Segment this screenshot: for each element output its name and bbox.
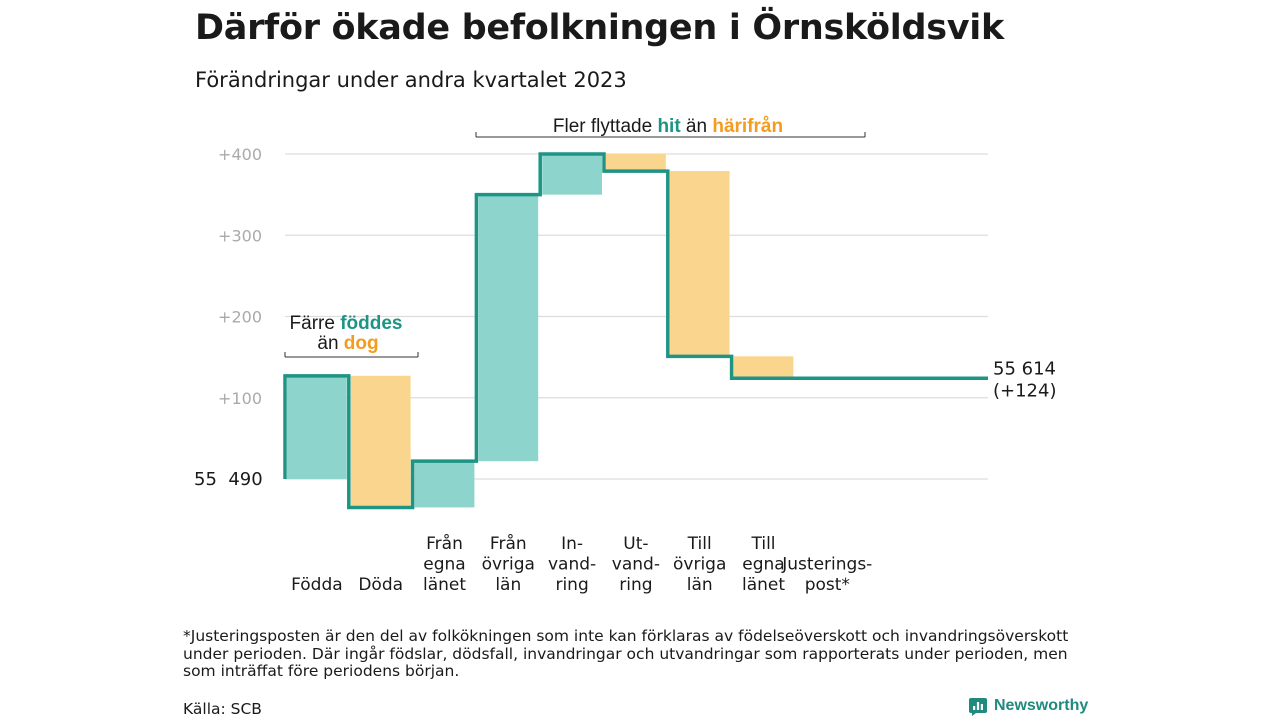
chart-title: Därför ökade befolkningen i Örnsköldsvik <box>195 8 1004 48</box>
x-category-label: Ut-vand-ring <box>612 534 660 595</box>
x-category-label: Födda <box>291 575 343 595</box>
waterfall-bar <box>414 461 475 508</box>
waterfall-bar <box>287 375 347 479</box>
waterfall-bar <box>669 171 730 357</box>
newsworthy-logo-icon <box>969 698 987 716</box>
waterfall-bar <box>478 194 539 462</box>
source-note: Källa: SCB <box>183 700 262 718</box>
births-annotation-line1: Färre föddes <box>290 313 403 334</box>
y-tick-label: +400 <box>218 145 262 164</box>
x-category-label: Till övriga län <box>673 534 726 595</box>
cumulative-step-line <box>283 152 988 510</box>
x-category-label: In-vand-ring <box>548 534 596 595</box>
start-value-label: 55 490 <box>194 469 263 490</box>
x-category-label: Från övriga län <box>482 533 535 595</box>
newsworthy-logo: Newsworthy <box>968 696 1088 716</box>
x-category-label: Döda <box>358 575 403 595</box>
waterfall-bar <box>350 375 411 508</box>
waterfall-bar <box>606 154 666 172</box>
x-category-label: Till egna länet <box>742 534 785 595</box>
chart-subtitle: Förändringar under andra kvartalet 2023 <box>195 68 627 92</box>
x-category-label: Från egna länet <box>423 533 466 595</box>
x-category-label: Justerings-post* <box>781 555 872 596</box>
y-tick-label: +200 <box>218 308 262 327</box>
y-tick-label: +100 <box>218 389 262 408</box>
y-tick-label: +300 <box>218 226 262 245</box>
end-value-label: 55 614 <box>993 358 1056 379</box>
end-change-label: (+124) <box>993 380 1056 401</box>
waterfall-bar <box>542 154 602 195</box>
waterfall-bar <box>733 356 794 379</box>
footnote: *Justeringsposten är den del av folkökni… <box>183 627 1069 680</box>
migration-annotation: Fler flyttade hit än härifrån <box>553 116 783 137</box>
brand-name: Newsworthy <box>994 697 1089 714</box>
births-annotation-line2: än dog <box>317 333 378 354</box>
